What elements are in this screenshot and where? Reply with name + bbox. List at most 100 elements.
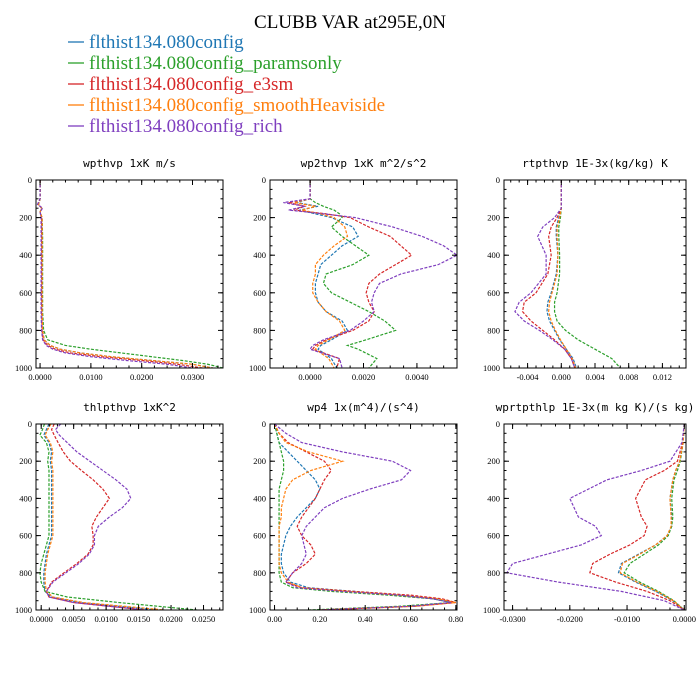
- x-tick-label: 0.0100: [79, 372, 102, 382]
- x-tick-label: 0.0040: [405, 372, 428, 382]
- plot-frame: [35, 179, 224, 369]
- series-line: [37, 180, 213, 368]
- x-tick-label: 0.012: [653, 372, 672, 382]
- x-tick-label: 0.0000: [30, 614, 53, 624]
- chart-panel: wprtpthlp 1E-3x(m kg K)/(s kg) 0 200 400 600…: [483, 401, 696, 624]
- y-tick-label: 200: [487, 213, 500, 223]
- series-line: [39, 424, 198, 610]
- chart-panel: rtpthvp 1E-3x(kg/kg) K 0 200 400 600 800 1000 -…: [483, 157, 687, 382]
- y-tick-label: 600: [253, 288, 266, 298]
- y-tick-label: 200: [19, 456, 32, 466]
- chart-panel: wp2thvp 1xK m^2/s^2 0 200 400 600 800 1000 0.00…: [249, 157, 458, 382]
- x-tick-label: 0.0020: [352, 372, 375, 382]
- x-tick-label: 0.80: [448, 614, 463, 624]
- series-group: [36, 180, 223, 368]
- figure-title: CLUBB VAR at295E,0N: [254, 12, 446, 33]
- y-tick-label: 200: [253, 456, 266, 466]
- y-tick-label: 600: [19, 288, 32, 298]
- y-tick-label: 200: [253, 213, 266, 223]
- series-line: [44, 424, 165, 610]
- y-tick-label: 0: [262, 419, 266, 429]
- x-tick-label: 0.0050: [62, 614, 85, 624]
- panel-title: wp2thvp 1xK m^2/s^2: [301, 157, 427, 170]
- plot-frame: [503, 423, 687, 611]
- plot-frame: [35, 423, 224, 611]
- series-line: [37, 180, 223, 368]
- x-tick-label: 0.60: [403, 614, 418, 624]
- series-line: [273, 424, 452, 610]
- series-line: [623, 424, 685, 610]
- series-line: [36, 180, 193, 368]
- y-tick-label: 400: [487, 493, 500, 503]
- series-line: [548, 180, 577, 368]
- x-tick-label: 0.0250: [192, 614, 215, 624]
- panel-title: wpthvp 1xK m/s: [83, 157, 176, 170]
- series-line: [283, 180, 457, 368]
- panel-title: rtpthvp 1E-3x(kg/kg) K: [522, 157, 668, 170]
- y-tick-label: 200: [487, 456, 500, 466]
- y-tick-label: 0: [28, 419, 32, 429]
- x-tick-label: -0.004: [517, 372, 540, 382]
- x-tick-label: 0.00: [267, 614, 282, 624]
- y-tick-label: 800: [487, 325, 500, 335]
- series-line: [274, 424, 452, 610]
- series-line: [521, 180, 576, 368]
- x-tick-label: 0.40: [358, 614, 373, 624]
- x-tick-label: -0.0100: [614, 614, 640, 624]
- y-tick-label: 600: [253, 531, 266, 541]
- y-tick-label: 1000: [15, 605, 32, 615]
- series-group: [505, 424, 685, 610]
- series-line: [288, 180, 413, 368]
- y-tick-label: 400: [253, 250, 266, 260]
- x-tick-label: 0.20: [312, 614, 327, 624]
- series-line: [273, 424, 452, 610]
- plot-frame: [269, 423, 458, 611]
- y-tick-label: 0: [28, 175, 32, 185]
- series-line: [273, 424, 457, 610]
- x-tick-label: 0.004: [585, 372, 605, 382]
- x-tick-label: 0.0150: [127, 614, 150, 624]
- y-tick-label: 800: [19, 325, 32, 335]
- y-tick-label: 400: [19, 493, 32, 503]
- x-tick-label: 0.0200: [159, 614, 182, 624]
- series-line: [589, 424, 685, 610]
- y-tick-label: 800: [487, 568, 500, 578]
- y-tick-label: 400: [253, 493, 266, 503]
- series-line: [309, 180, 397, 368]
- y-tick-label: 1000: [483, 363, 500, 373]
- y-tick-label: 800: [253, 325, 266, 335]
- y-tick-label: 600: [487, 288, 500, 298]
- series-line: [43, 424, 159, 610]
- series-group: [514, 180, 621, 368]
- series-line: [45, 424, 146, 610]
- x-tick-label: 0.0300: [181, 372, 204, 382]
- x-tick-label: -0.0300: [499, 614, 525, 624]
- series-line: [37, 180, 213, 368]
- y-tick-label: 1000: [15, 363, 32, 373]
- legend-entry: flthist134.080config_rich: [89, 116, 283, 137]
- y-tick-label: 400: [19, 250, 32, 260]
- x-tick-label: 0.0200: [130, 372, 153, 382]
- y-tick-label: 1000: [249, 605, 266, 615]
- y-tick-label: 0: [262, 175, 266, 185]
- panel-title: thlpthvp 1xK^2: [83, 401, 176, 414]
- x-tick-label: 0.0100: [94, 614, 117, 624]
- y-tick-label: 1000: [249, 363, 266, 373]
- legend-entry: flthist134.080config: [89, 32, 244, 53]
- legend-entry: flthist134.080config_e3sm: [89, 74, 293, 95]
- series-line: [553, 180, 621, 368]
- legend-entry: flthist134.080config_smoothHeaviside: [89, 95, 385, 116]
- x-tick-label: 0.0000: [673, 614, 696, 624]
- series-line: [619, 424, 685, 610]
- series-line: [45, 424, 146, 610]
- x-tick-label: 0.008: [619, 372, 638, 382]
- panel-title: wp4 1x(m^4)/(s^4): [307, 401, 420, 414]
- panel-title: wprtpthlp 1E-3x(m kg K)/(s kg): [496, 401, 695, 414]
- series-line: [273, 424, 456, 610]
- series-line: [617, 424, 685, 610]
